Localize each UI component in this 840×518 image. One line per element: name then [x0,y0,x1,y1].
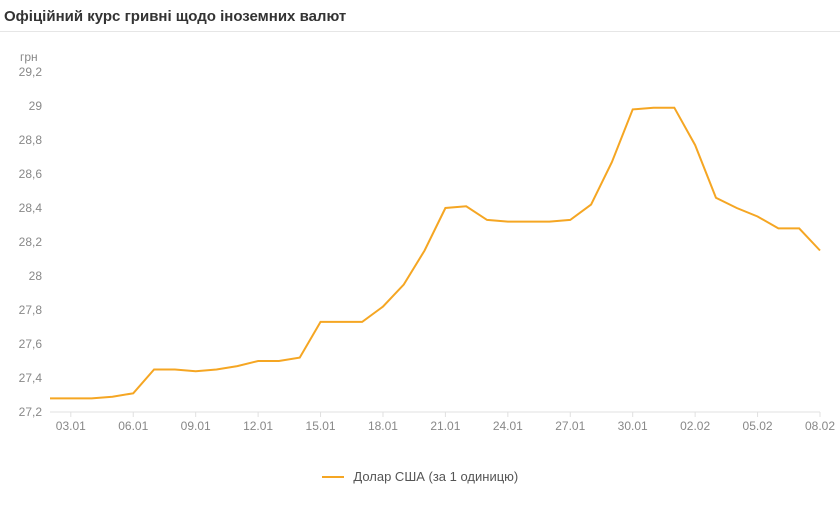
x-tick-label: 18.01 [368,419,398,433]
x-tick-label: 02.02 [680,419,710,433]
x-tick-label: 15.01 [306,419,336,433]
x-tick-label: 24.01 [493,419,523,433]
x-tick-label: 05.02 [743,419,773,433]
y-tick-label: 29 [29,99,43,113]
chart-title: Офіційний курс гривні щодо іноземних вал… [0,0,840,31]
y-tick-label: 27,8 [19,303,43,317]
chart-area: грн 27,227,427,627,82828,228,428,628,829… [0,32,840,492]
y-tick-label: 28,4 [19,201,43,215]
legend-swatch [322,476,344,478]
x-tick-label: 09.01 [181,419,211,433]
y-tick-label: 28,8 [19,133,43,147]
chart-container: Офіційний курс гривні щодо іноземних вал… [0,0,840,518]
y-tick-label: 27,4 [19,371,43,385]
y-tick-label: 28 [29,269,43,283]
x-tick-label: 08.02 [805,419,835,433]
x-tick-label: 27.01 [555,419,585,433]
chart-legend: Долар США (за 1 одиницю) [0,468,840,484]
x-tick-label: 12.01 [243,419,273,433]
y-tick-label: 28,6 [19,167,43,181]
x-tick-label: 06.01 [118,419,148,433]
x-tick-label: 21.01 [430,419,460,433]
chart-plot: 27,227,427,627,82828,228,428,628,82929,2… [50,62,830,442]
series-line [50,108,820,399]
legend-label: Долар США (за 1 одиницю) [353,469,518,484]
x-tick-label: 30.01 [618,419,648,433]
x-tick-label: 03.01 [56,419,86,433]
y-tick-label: 27,6 [19,337,43,351]
y-tick-label: 28,2 [19,235,43,249]
y-axis-unit: грн [20,50,38,64]
y-tick-label: 27,2 [19,405,43,419]
y-tick-label: 29,2 [19,65,43,79]
